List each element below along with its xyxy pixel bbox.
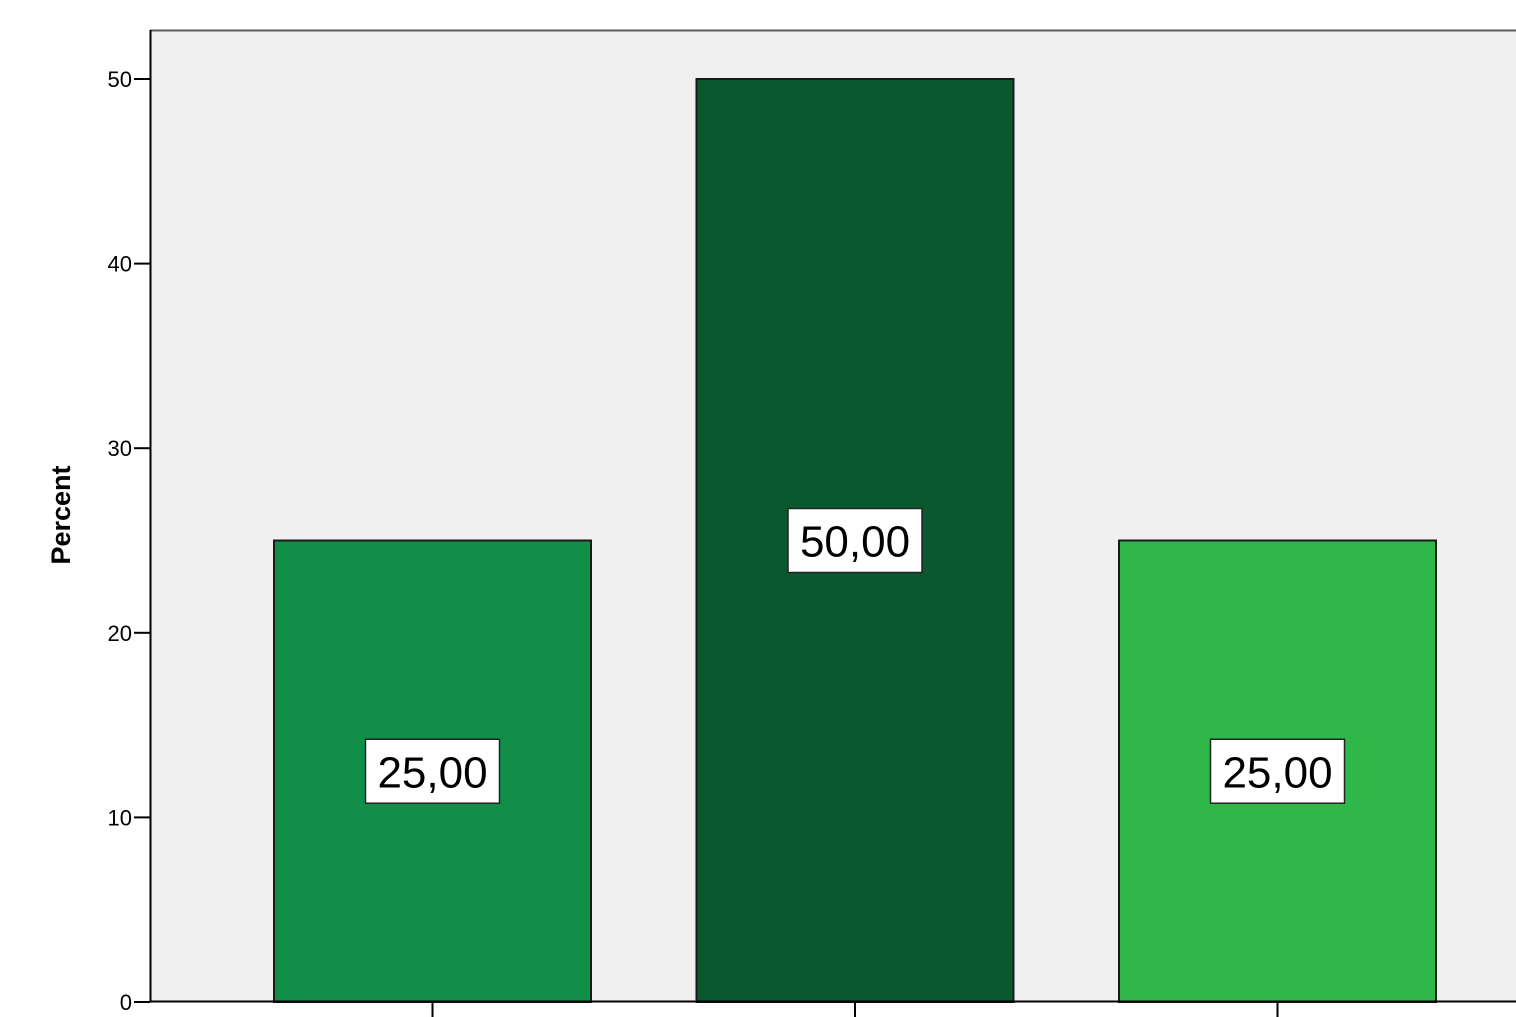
x-ticks-group bbox=[431, 1002, 1279, 1017]
y-tick-label: 40 bbox=[108, 252, 132, 277]
y-tick-label: 30 bbox=[108, 436, 132, 461]
y-tick-label: 20 bbox=[108, 621, 132, 646]
y-axis-title: Percent bbox=[46, 465, 76, 564]
data-label: 50,00 bbox=[800, 518, 910, 567]
y-ticks-group: 0 10 20 30 40 50 bbox=[108, 67, 150, 1015]
y-tick-label: 10 bbox=[108, 805, 132, 830]
data-label: 25,00 bbox=[1222, 748, 1332, 797]
data-label-box bbox=[787, 507, 923, 574]
data-labels-group: 25,00 50,00 25,00 bbox=[364, 507, 1346, 804]
data-label-box bbox=[1209, 738, 1346, 804]
y-tick-label: 50 bbox=[108, 67, 132, 92]
data-label-box bbox=[364, 738, 501, 804]
y-tick-label: 0 bbox=[120, 990, 132, 1015]
data-label: 25,00 bbox=[377, 748, 487, 797]
